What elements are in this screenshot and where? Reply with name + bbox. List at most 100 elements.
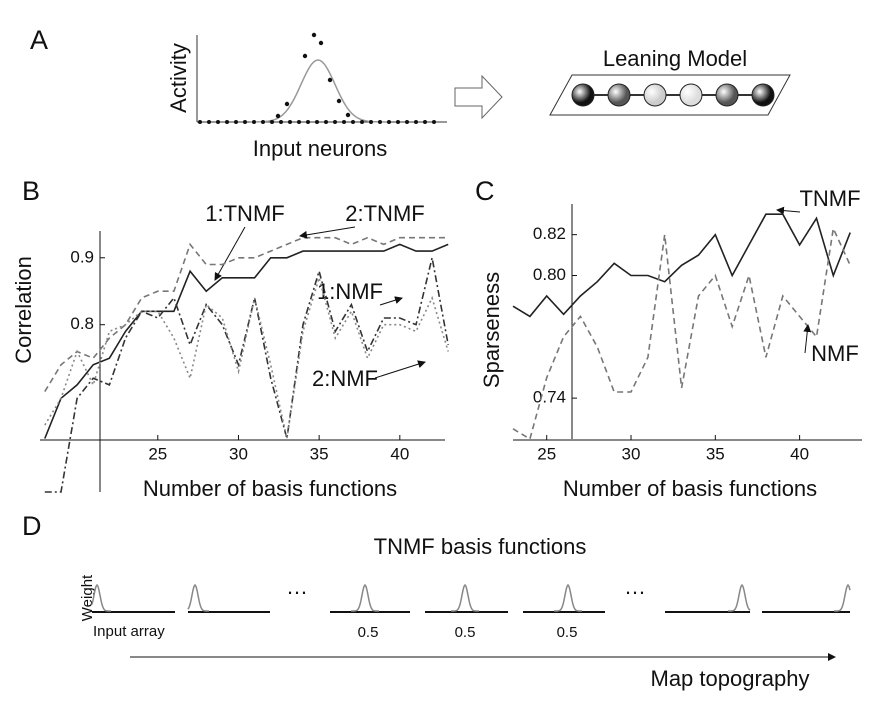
dot (336, 98, 342, 104)
dot (270, 120, 274, 124)
dot (345, 112, 351, 118)
label-arrow (379, 296, 403, 306)
x-tick-label: 30 (622, 444, 641, 463)
x-tick-label: 40 (390, 444, 409, 463)
panel-label: A (30, 25, 48, 55)
neuron (607, 83, 631, 107)
dot (279, 120, 283, 124)
diagram-title: TNMF basis functions (374, 534, 587, 559)
axis-title: Activity (166, 43, 191, 113)
series-label: 2:NMF (312, 366, 378, 391)
dot (216, 120, 220, 124)
axis-title: Input array (93, 623, 165, 640)
dot (288, 120, 292, 124)
y-tick-label: 0.9 (70, 247, 94, 266)
panel-d: TNMF basis functions Weight Input array … (79, 534, 851, 691)
y-tick-label: 0.80 (533, 265, 566, 284)
ellipsis: … (624, 574, 646, 599)
series-line (512, 225, 851, 441)
y-tick-label: 0.8 (70, 314, 94, 333)
dot (275, 113, 281, 119)
neuron (715, 83, 739, 107)
y-axis-title: Sparseness (479, 272, 504, 388)
dot (378, 120, 382, 124)
gaussian (250, 59, 390, 123)
basis-function (187, 583, 209, 612)
arrow-label: Map topography (651, 666, 810, 691)
dot (311, 32, 317, 38)
series-label: 1:NMF (317, 279, 383, 304)
x-tick-label: 35 (310, 444, 329, 463)
label-arrow (214, 226, 246, 281)
dot (327, 77, 333, 83)
x-axis-title: Number of basis functions (563, 476, 817, 501)
dot (396, 120, 400, 124)
series-line (44, 236, 449, 393)
dot (315, 120, 319, 124)
axis-title: Weight (79, 574, 96, 621)
arrow (454, 74, 503, 120)
dot (261, 120, 265, 124)
dot (252, 120, 256, 124)
dot (198, 120, 202, 124)
y-tick-label: 0.82 (533, 224, 566, 243)
dot (405, 120, 409, 124)
dot (234, 120, 238, 124)
label-arrow (776, 206, 801, 215)
neuron (643, 83, 667, 107)
series-line (44, 243, 449, 439)
panel-label: C (475, 176, 495, 206)
x-tick-label: 35 (706, 444, 725, 463)
basis-function (351, 583, 379, 612)
y-tick-label: 0.74 (533, 388, 566, 407)
basis-function (91, 583, 111, 612)
dot (342, 120, 346, 124)
dot (423, 120, 427, 124)
series-label: 1:TNMF (205, 201, 284, 226)
dot (387, 120, 391, 124)
series-line (44, 274, 449, 439)
ellipsis: … (286, 574, 308, 599)
neuron (751, 83, 775, 107)
neuron (679, 83, 703, 107)
panel-a: Activity Input neurons Leaning Model (166, 32, 791, 161)
neuron (571, 83, 595, 107)
label-arrow (374, 360, 426, 379)
x-tick-label: 25 (537, 444, 556, 463)
basis-function (554, 583, 582, 612)
dot (302, 53, 308, 59)
tick-label: 0.5 (358, 624, 379, 641)
dot (318, 40, 324, 46)
panel-label: B (22, 176, 40, 206)
dot (207, 120, 211, 124)
basis-function (728, 583, 751, 612)
series-label: NMF (811, 341, 859, 366)
dot (432, 120, 436, 124)
model-title: Leaning Model (603, 46, 747, 71)
y-axis-title: Correlation (11, 256, 36, 364)
series-label: 2:TNMF (345, 201, 424, 226)
dot (284, 101, 290, 107)
dot (351, 120, 355, 124)
label-arrow (299, 226, 356, 239)
dot (414, 120, 418, 124)
dot (306, 120, 310, 124)
series-label: TNMF (799, 186, 860, 211)
dot (333, 120, 337, 124)
tick-label: 0.5 (455, 624, 476, 641)
panel-label: D (22, 511, 42, 541)
axis-title: Input neurons (253, 136, 388, 161)
x-axis-title: Number of basis functions (143, 476, 397, 501)
tick-label: 0.5 (557, 624, 578, 641)
x-tick-label: 25 (148, 444, 167, 463)
x-tick-label: 40 (790, 444, 809, 463)
dot (369, 120, 373, 124)
dot (297, 120, 301, 124)
dot (324, 120, 328, 124)
basis-function (834, 583, 851, 612)
series-line (512, 213, 851, 318)
basis-function (451, 583, 479, 612)
dot (360, 120, 364, 124)
x-tick-label: 30 (229, 444, 248, 463)
